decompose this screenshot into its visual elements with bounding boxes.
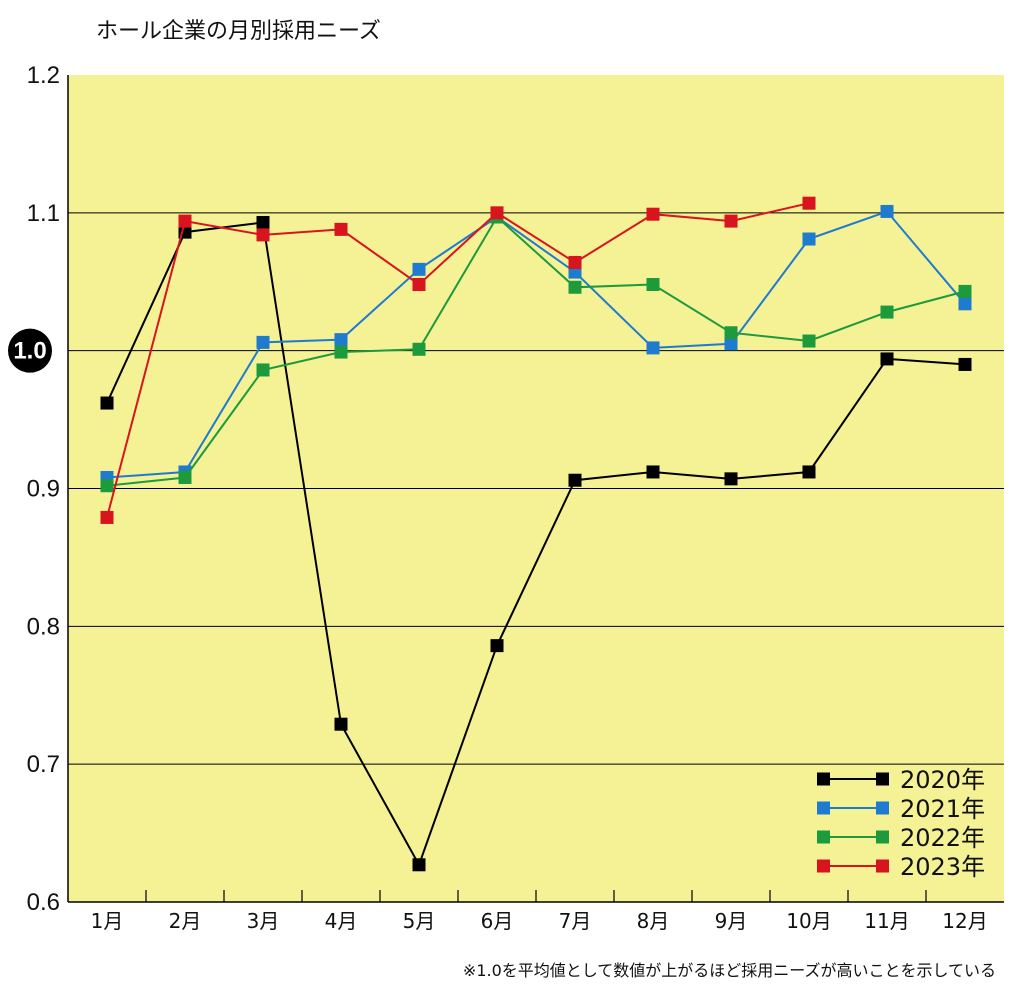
legend-label-1: 2021年 bbox=[900, 795, 985, 823]
data-point-2-6 bbox=[568, 280, 582, 294]
data-point-3-6 bbox=[568, 255, 582, 269]
data-point-0-11 bbox=[958, 357, 972, 371]
data-point-3-7 bbox=[646, 207, 660, 221]
data-point-2-10 bbox=[880, 305, 894, 319]
series-line-1 bbox=[106, 210, 966, 479]
series-layer bbox=[100, 196, 972, 872]
y-tick-label-6: 1.2 bbox=[27, 62, 60, 89]
legend-marker-right-2 bbox=[876, 830, 889, 844]
data-point-3-4 bbox=[412, 278, 426, 292]
y-tick-label-2: 0.8 bbox=[27, 613, 60, 640]
x-tick-label-7: 8月 bbox=[637, 909, 670, 933]
x-tick-label-0: 1月 bbox=[91, 909, 124, 933]
data-point-2-4 bbox=[412, 342, 426, 356]
x-tick-label-11: 12月 bbox=[942, 909, 987, 933]
data-point-1-8 bbox=[724, 337, 738, 351]
data-point-2-8 bbox=[724, 326, 738, 340]
data-point-3-0 bbox=[100, 510, 114, 524]
legend-marker-left-2 bbox=[817, 830, 830, 844]
axes bbox=[67, 75, 1004, 903]
data-point-0-10 bbox=[880, 352, 894, 366]
data-point-0-2 bbox=[256, 215, 270, 229]
data-point-2-3 bbox=[334, 345, 348, 359]
data-point-0-8 bbox=[724, 472, 738, 486]
data-point-1-9 bbox=[802, 232, 816, 246]
data-point-1-2 bbox=[256, 335, 270, 349]
legend-marker-left-3 bbox=[817, 859, 830, 873]
x-tick-label-3: 4月 bbox=[325, 909, 358, 933]
data-point-1-10 bbox=[880, 204, 894, 218]
series-line-2 bbox=[106, 215, 966, 487]
y-tick-labels: 0.6 0.7 0.8 0.9 1.0 1.1 1.2 bbox=[8, 62, 60, 916]
x-tick-label-6: 7月 bbox=[559, 909, 592, 933]
data-point-2-1 bbox=[178, 470, 192, 484]
data-point-0-0 bbox=[100, 396, 114, 410]
x-tick-label-8: 9月 bbox=[715, 909, 748, 933]
data-point-3-9 bbox=[802, 196, 816, 210]
x-tick-label-2: 3月 bbox=[247, 909, 280, 933]
series-line-3 bbox=[106, 202, 810, 518]
x-tick-label-4: 5月 bbox=[403, 909, 436, 933]
data-point-3-8 bbox=[724, 214, 738, 228]
y-tick-label-5: 1.1 bbox=[27, 200, 60, 227]
legend-marker-right-3 bbox=[876, 859, 889, 873]
data-point-2-7 bbox=[646, 278, 660, 292]
data-point-3-2 bbox=[256, 228, 270, 242]
data-point-1-7 bbox=[646, 341, 660, 355]
legend-label-2: 2022年 bbox=[900, 824, 985, 852]
x-tick-label-10: 11月 bbox=[864, 909, 909, 933]
data-point-3-3 bbox=[334, 222, 348, 236]
data-point-1-3 bbox=[334, 333, 348, 347]
reference-marker bbox=[8, 328, 52, 373]
data-point-2-11 bbox=[958, 284, 972, 298]
x-tick-label-5: 6月 bbox=[481, 909, 514, 933]
grid-lines bbox=[68, 212, 1004, 765]
footnote: ※1.0を平均値として数値が上がるほど採用ニーズが高いことを示している bbox=[463, 961, 996, 980]
series-0 bbox=[100, 215, 972, 872]
data-point-0-7 bbox=[646, 465, 660, 479]
x-tick-label-9: 10月 bbox=[786, 909, 831, 933]
data-point-0-4 bbox=[412, 858, 426, 872]
legend-marker-left-1 bbox=[817, 801, 830, 815]
chart-title: ホール企業の月別採用ニーズ bbox=[96, 19, 381, 44]
data-point-3-1 bbox=[178, 214, 192, 228]
data-point-2-9 bbox=[802, 334, 816, 348]
legend-label-0: 2020年 bbox=[900, 766, 985, 794]
y-tick-label-4: 1.0 bbox=[13, 338, 46, 365]
x-tick-label-1: 2月 bbox=[169, 909, 202, 933]
legend-marker-left-0 bbox=[817, 772, 830, 786]
y-tick-label-3: 0.9 bbox=[27, 476, 60, 503]
data-point-0-3 bbox=[334, 717, 348, 731]
data-point-0-5 bbox=[490, 639, 504, 653]
legend-marker-right-1 bbox=[876, 801, 889, 815]
series-3 bbox=[100, 196, 816, 524]
y-tick-label-0: 0.6 bbox=[27, 889, 60, 916]
legend-marker-right-0 bbox=[876, 772, 889, 786]
y-tick-label-1: 0.7 bbox=[27, 751, 60, 778]
data-point-2-0 bbox=[100, 479, 114, 493]
legend-label-3: 2023年 bbox=[900, 853, 985, 881]
data-point-0-6 bbox=[568, 473, 582, 487]
data-point-1-11 bbox=[958, 297, 972, 311]
x-tick-labels: 1月 2月 3月 4月 5月 6月 7月 8月 9月 10月 11月 12月 bbox=[91, 909, 988, 933]
series-1 bbox=[100, 204, 972, 484]
series-line-0 bbox=[106, 221, 966, 868]
legend-item-3: 2023年 bbox=[817, 853, 985, 881]
legend-item-2: 2022年 bbox=[817, 824, 985, 852]
legend-item-1: 2021年 bbox=[817, 795, 985, 823]
data-point-1-4 bbox=[412, 262, 426, 276]
data-point-0-9 bbox=[802, 465, 816, 479]
data-point-3-5 bbox=[490, 206, 504, 220]
legend-item-0: 2020年 bbox=[817, 766, 985, 794]
data-point-2-2 bbox=[256, 363, 270, 377]
